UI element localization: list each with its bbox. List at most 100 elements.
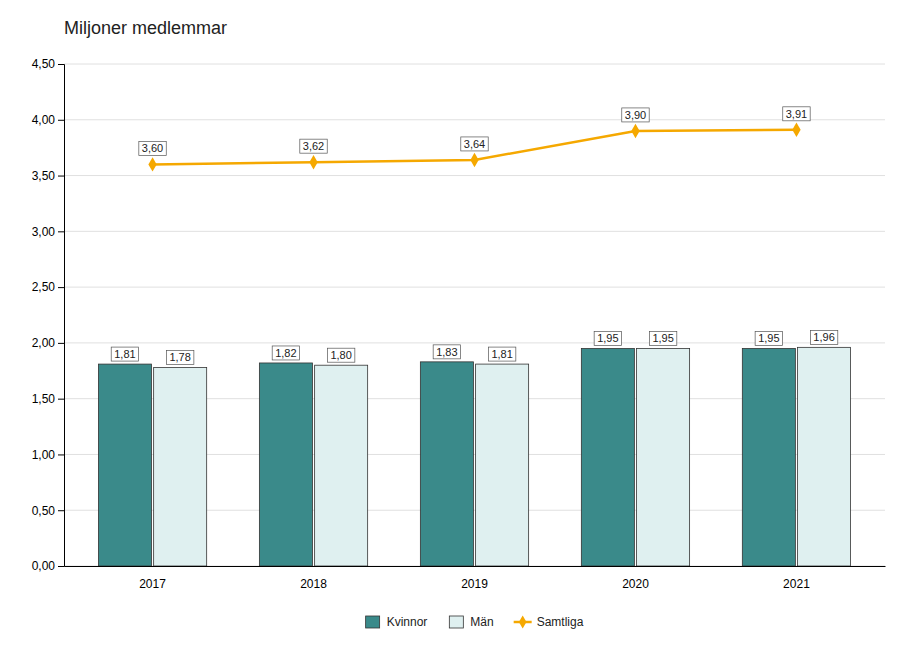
grid-line bbox=[64, 64, 885, 65]
tick-mark bbox=[58, 566, 64, 567]
data-label-box bbox=[166, 350, 193, 364]
tick-label: 2017 bbox=[139, 577, 166, 591]
tick: 0,00 bbox=[32, 559, 64, 573]
bar bbox=[637, 348, 690, 566]
tick-label: 1,00 bbox=[32, 448, 56, 462]
data-label: 3,64 bbox=[461, 137, 488, 151]
data-label-box bbox=[300, 139, 327, 153]
tick: 4,00 bbox=[32, 113, 64, 127]
data-label: 3,60 bbox=[139, 141, 166, 155]
tick-label: 3,50 bbox=[32, 169, 56, 183]
marker bbox=[470, 153, 478, 167]
marker bbox=[309, 155, 317, 169]
tick-label: 2018 bbox=[300, 577, 327, 591]
data-label-text: 1,80 bbox=[330, 349, 351, 361]
tick-mark bbox=[58, 287, 64, 288]
bar bbox=[154, 367, 207, 566]
line-series bbox=[148, 123, 800, 172]
axis-domain bbox=[65, 566, 886, 567]
data-label: 3,62 bbox=[300, 139, 327, 153]
legend-item: Män bbox=[449, 615, 493, 629]
bar-series bbox=[154, 347, 851, 566]
grid bbox=[64, 64, 885, 566]
bar bbox=[259, 363, 312, 566]
data-label-text: 1,83 bbox=[436, 346, 457, 358]
data-labels: 1,811,821,831,951,951,781,801,811,951,96… bbox=[111, 107, 838, 365]
legend-swatch bbox=[449, 616, 463, 628]
tick-mark bbox=[58, 510, 64, 511]
legend-label: Män bbox=[470, 615, 493, 629]
legend-label: Samtliga bbox=[537, 615, 584, 629]
tick-mark bbox=[58, 454, 64, 455]
legend-item: Kvinnor bbox=[366, 615, 428, 629]
data-label-box bbox=[649, 331, 676, 345]
data-label-box bbox=[810, 330, 837, 344]
bar-series bbox=[98, 348, 795, 566]
tick-label: 2,50 bbox=[32, 280, 56, 294]
data-label-box bbox=[272, 346, 299, 360]
grid-line bbox=[64, 231, 885, 232]
grid-line bbox=[64, 287, 885, 288]
tick: 3,00 bbox=[32, 225, 64, 239]
data-label-text: 1,95 bbox=[758, 332, 779, 344]
data-label-box bbox=[111, 347, 138, 361]
bar bbox=[476, 364, 529, 566]
bar bbox=[315, 365, 368, 566]
data-label-box bbox=[783, 107, 810, 121]
data-label-box bbox=[488, 347, 515, 361]
data-label-text: 1,95 bbox=[597, 332, 618, 344]
tick: 3,50 bbox=[32, 169, 64, 183]
legend-item: Samtliga bbox=[514, 615, 584, 629]
data-label-box bbox=[594, 331, 621, 345]
tick-label: 0,00 bbox=[32, 559, 56, 573]
tick-mark bbox=[58, 64, 64, 65]
data-label-box bbox=[755, 331, 782, 345]
data-label-text: 1,81 bbox=[114, 348, 135, 360]
bar bbox=[798, 347, 851, 566]
tick: 4,50 bbox=[32, 57, 64, 71]
bar bbox=[420, 362, 473, 566]
title: Miljoner medlemmar bbox=[64, 18, 227, 38]
tick-mark bbox=[58, 120, 64, 121]
tick-label: 3,00 bbox=[32, 225, 56, 239]
tick-mark bbox=[58, 176, 64, 177]
data-label-box bbox=[433, 345, 460, 359]
data-label: 1,80 bbox=[327, 348, 354, 362]
axis-domain bbox=[58, 65, 65, 567]
tick-label: 2021 bbox=[783, 577, 810, 591]
data-label-text: 3,91 bbox=[786, 108, 807, 120]
grid-line bbox=[64, 175, 885, 176]
tick: 2,50 bbox=[32, 280, 64, 294]
tick-mark bbox=[58, 231, 64, 232]
data-label-text: 1,96 bbox=[813, 331, 834, 343]
data-label: 1,95 bbox=[755, 331, 782, 345]
plot: 0,000,501,001,502,002,503,003,504,004,50… bbox=[32, 57, 886, 591]
data-label-box bbox=[461, 137, 488, 151]
tick-label: 1,50 bbox=[32, 392, 56, 406]
bar bbox=[98, 364, 151, 566]
data-label-text: 1,81 bbox=[491, 348, 512, 360]
tick-mark bbox=[58, 343, 64, 344]
grid-line bbox=[64, 119, 885, 120]
data-label-text: 3,90 bbox=[625, 109, 646, 121]
bar bbox=[742, 348, 795, 566]
data-label: 1,81 bbox=[111, 347, 138, 361]
tick-label: 0,50 bbox=[32, 504, 56, 518]
data-label: 3,90 bbox=[622, 108, 649, 122]
data-label-box bbox=[622, 108, 649, 122]
marker bbox=[631, 124, 639, 138]
tick: 0,50 bbox=[32, 504, 64, 518]
tick: 2021 bbox=[783, 577, 810, 591]
tick-label: 4,50 bbox=[32, 57, 56, 71]
chart: 0,000,501,001,502,002,503,003,504,004,50… bbox=[0, 0, 909, 658]
tick-label: 4,00 bbox=[32, 113, 56, 127]
marker bbox=[792, 123, 800, 137]
tick: 2017 bbox=[139, 577, 166, 591]
tick: 2018 bbox=[300, 577, 327, 591]
data-label: 1,83 bbox=[433, 345, 460, 359]
bar bbox=[581, 348, 634, 566]
tick: 2019 bbox=[461, 577, 488, 591]
legend: Kvinnor Män Samtliga bbox=[366, 615, 584, 629]
legend-marker bbox=[519, 615, 527, 628]
y-axis: 0,000,501,001,502,002,503,003,504,004,50 bbox=[32, 57, 65, 573]
